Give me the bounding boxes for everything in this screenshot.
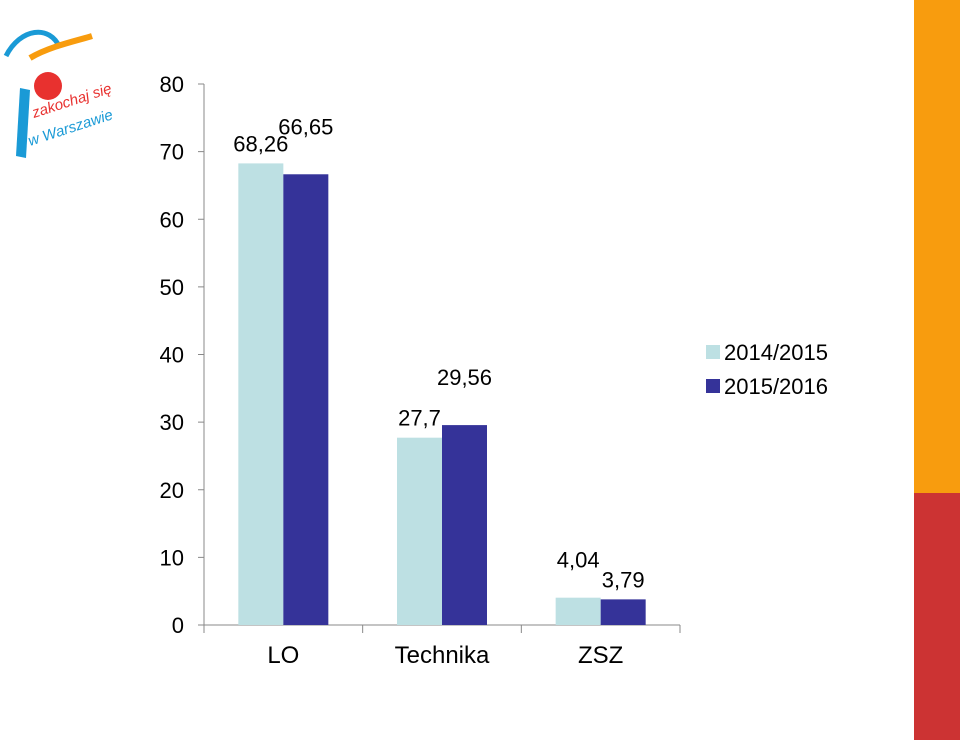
legend-label: 2014/2015 (724, 340, 828, 365)
data-label: 4,04 (557, 548, 600, 573)
x-axis: LO Technika ZSZ (204, 625, 680, 669)
bar-2014-2015-zsz (556, 598, 601, 625)
y-tick-label: 70 (160, 140, 184, 165)
x-category-label: LO (267, 642, 299, 669)
y-tick-label: 80 (160, 72, 184, 97)
y-axis: 0 10 20 30 40 50 60 70 80 (160, 72, 204, 638)
legend-swatch (706, 379, 720, 393)
data-label: 29,56 (437, 365, 492, 390)
bar-2014-2015-technika (397, 438, 442, 625)
legend-swatch (706, 345, 720, 359)
bar-2015-2016-zsz (601, 599, 646, 625)
y-tick-label: 50 (160, 275, 184, 300)
y-tick-label: 60 (160, 207, 184, 232)
data-label: 3,79 (602, 567, 645, 592)
y-tick-label: 30 (160, 410, 184, 435)
bar-2015-2016-technika (442, 425, 487, 625)
x-category-label: ZSZ (578, 642, 623, 669)
legend-label: 2015/2016 (724, 374, 828, 399)
y-tick-label: 0 (172, 613, 184, 638)
y-tick-label: 10 (160, 545, 184, 570)
y-tick-label: 20 (160, 478, 184, 503)
bar-2014-2015-lo (238, 163, 283, 625)
x-category-label: Technika (395, 642, 490, 669)
legend: 2014/2015 2015/2016 (706, 340, 828, 399)
data-label: 27,7 (398, 406, 441, 431)
bar-chart: 01020304050607080 LO Technika ZSZ 68,2627,… (0, 0, 960, 740)
bar-2015-2016-lo (283, 174, 328, 625)
y-tick-label: 40 (160, 343, 184, 368)
data-label: 66,65 (278, 114, 333, 139)
